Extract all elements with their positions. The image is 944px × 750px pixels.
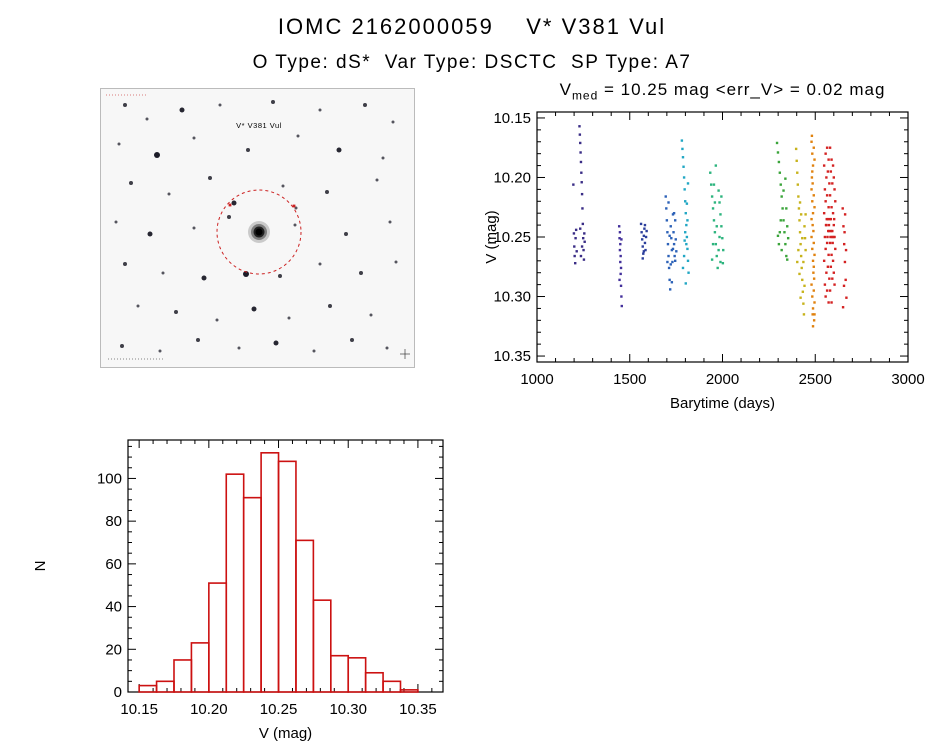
histogram-panel: 10.15 10.20 10.25 10.30 10.35 0 20 40 60 80 100 V (…	[32, 435, 485, 745]
page-title: IOMC 2162000059 V* V381 Vul	[277, 14, 667, 39]
svg-text:10.15: 10.15	[493, 110, 531, 127]
axis-tick-labels: 10.15 10.20 10.25 10.30 10.35 0 20 40 60 80 100	[97, 470, 437, 718]
scatter-series-epoch-4	[664, 195, 678, 291]
axis-ticks	[536, 112, 909, 362]
svg-text:10.20: 10.20	[190, 701, 228, 718]
histogram-bars	[138, 452, 419, 693]
svg-text:1000: 1000	[520, 371, 553, 388]
lightcurve-title-rest: = 10.25 mag <err_V> = 0.02 mag	[598, 80, 886, 99]
scatter-series-epoch-7	[775, 141, 790, 261]
axis-tick-labels: 1000 1500 2000 2500 3000 10.15 10.20 10.25 10.30…	[493, 110, 924, 388]
svg-text:2500: 2500	[799, 371, 832, 388]
svg-text:60: 60	[105, 556, 122, 573]
x-axis-title: Barytime (days)	[670, 395, 775, 412]
histogram-chart: 10.15 10.20 10.25 10.30 10.35 0 20 40 60 80 100 V (…	[32, 439, 444, 742]
reference-marks	[228, 203, 296, 208]
scatter-series-epoch-2	[617, 225, 623, 308]
axis-ticks	[128, 440, 443, 693]
svg-text:10.25: 10.25	[260, 701, 298, 718]
svg-text:10.15: 10.15	[120, 701, 158, 718]
svg-text:10.30: 10.30	[493, 289, 531, 306]
target-label: V* V381 Vul	[236, 121, 282, 130]
scatter-series-epoch-5	[680, 139, 690, 285]
svg-text:10.20: 10.20	[493, 169, 531, 186]
svg-text:20: 20	[105, 641, 122, 658]
finder-chart-panel: V* V381 Vul	[100, 88, 415, 368]
svg-text:10.25: 10.25	[493, 229, 531, 246]
svg-text:10.35: 10.35	[399, 701, 437, 718]
lightcurve-panel: Vmed = 10.25 mag <err_V> = 0.02 mag 1000…	[480, 80, 944, 420]
lightcurve-title-sub: med	[571, 88, 599, 103]
svg-text:40: 40	[105, 599, 122, 616]
field-stars	[114, 100, 398, 353]
svg-text:100: 100	[97, 470, 122, 487]
lightcurve-title: Vmed = 10.25 mag <err_V> = 0.02 mag	[537, 80, 908, 102]
x-axis-title: V (mag)	[259, 725, 312, 742]
svg-text:0: 0	[114, 684, 122, 701]
target-circle	[216, 189, 302, 275]
svg-text:10.30: 10.30	[329, 701, 367, 718]
svg-text:10.35: 10.35	[493, 348, 531, 365]
svg-text:2000: 2000	[706, 371, 739, 388]
plot-frame	[127, 439, 444, 693]
annotation-marks	[106, 94, 410, 360]
lightcurve-title-var: V	[559, 80, 572, 99]
svg-text:3000: 3000	[891, 371, 924, 388]
y-axis-title: N	[35, 561, 49, 572]
lightcurve-chart: 1000 1500 2000 2500 3000 10.15 10.20 10.25 10.30…	[483, 110, 925, 412]
svg-text:80: 80	[105, 513, 122, 530]
scatter-series-epoch-9	[810, 134, 816, 328]
scatter-series-epoch-8	[794, 147, 807, 316]
page-subtitle: O Type: dS* Var Type: DSCTC SP Type: A7	[252, 52, 692, 73]
target-star	[248, 221, 270, 243]
scatter-series-epoch-11	[841, 207, 848, 309]
svg-text:1500: 1500	[613, 371, 646, 388]
scatter-series-epoch-10	[822, 146, 837, 304]
y-axis-title: V (mag)	[483, 210, 500, 263]
star-field-image: V* V381 Vul	[100, 88, 415, 368]
scatter-series-epoch-6	[709, 164, 725, 270]
scatter-series-epoch-1	[572, 125, 586, 265]
scatter-series-epoch-3	[639, 222, 648, 260]
